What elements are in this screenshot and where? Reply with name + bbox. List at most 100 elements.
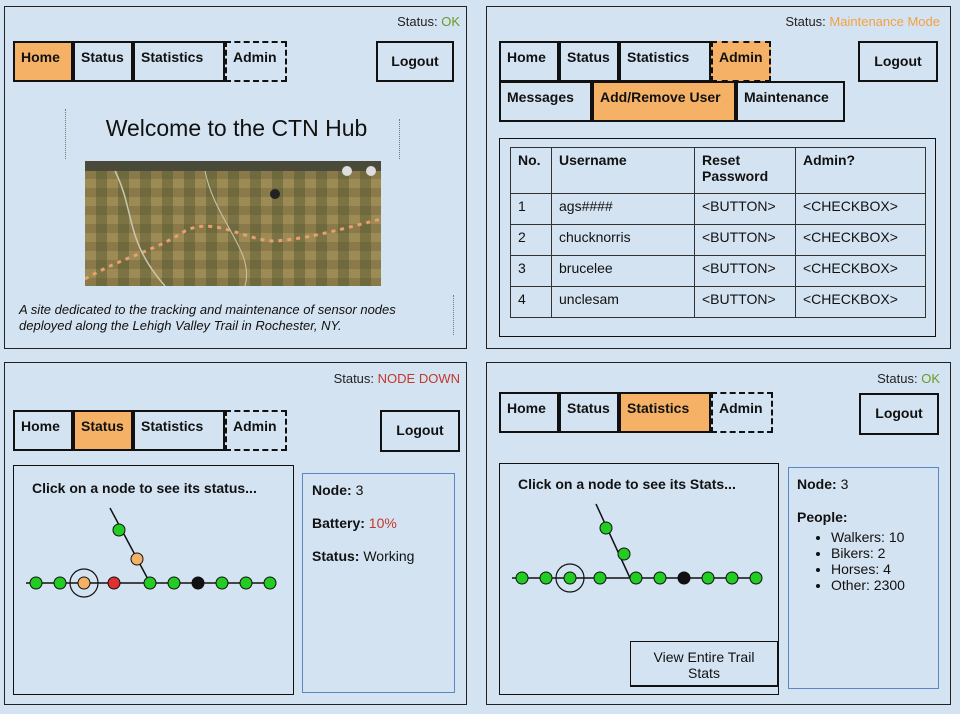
sensor-node[interactable] [29,576,43,590]
reset-password-button[interactable]: <BUTTON> [694,224,796,256]
sensor-node[interactable] [112,523,126,537]
node-map-prompt: Click on a node to see its status... [32,480,257,496]
sensor-node[interactable] [53,576,67,590]
sensor-node[interactable] [167,576,181,590]
sensor-node-selected[interactable] [77,576,91,590]
sensor-node[interactable] [725,571,739,585]
table-cell: chucknorris [551,224,695,256]
table-header-row: No. Username Reset Password Admin? [510,147,926,194]
reset-password-button[interactable]: <BUTTON> [694,255,796,287]
admin-checkbox[interactable]: <CHECKBOX> [795,286,926,318]
state-value: Working [363,548,415,564]
node-map [512,503,763,593]
people-list: Walkers: 10 Bikers: 2 Horses: 4 Other: 2… [797,529,934,593]
tab-home[interactable]: Home [499,41,559,82]
sensor-node[interactable] [130,552,144,566]
sensor-node[interactable] [515,571,529,585]
tab-home[interactable]: Home [499,392,559,433]
table-cell: brucelee [551,255,695,287]
table-cell: 4 [510,286,552,318]
users-table-frame: No. Username Reset Password Admin? 1 ags… [499,138,936,337]
table-cell: 3 [510,255,552,287]
status-label: Status: [333,371,375,386]
tab-statistics[interactable]: Statistics [619,392,711,433]
logout-button[interactable]: Logout [380,410,460,452]
admin-checkbox[interactable]: <CHECKBOX> [795,224,926,256]
tab-home[interactable]: Home [13,410,73,451]
tab-admin[interactable]: Admin [225,41,287,82]
sensor-node[interactable] [629,571,643,585]
table-cell: 1 [510,193,552,225]
table-cell: 2 [510,224,552,256]
node-map-frame: Click on a node to see its Stats... View… [499,463,779,695]
admin-checkbox[interactable]: <CHECKBOX> [795,193,926,225]
sensor-node[interactable] [677,571,691,585]
subtab-messages[interactable]: Messages [499,81,592,122]
logout-button[interactable]: Logout [859,393,939,435]
status-value: Maintenance Mode [829,14,940,29]
state-label: Status: [312,548,360,564]
admin-panel: Status: Maintenance Mode Home Status Sta… [486,6,951,349]
node-info-panel: Node: 3 Battery: 10% Status: Working [302,473,455,693]
sensor-node[interactable] [215,576,229,590]
people-label: People: [797,509,848,525]
tab-statistics[interactable]: Statistics [619,41,711,82]
view-entire-trail-stats-button[interactable]: View Entire Trail Stats [630,641,778,687]
table-row: 2 chucknorris <BUTTON> <CHECKBOX> [510,224,926,256]
trail-map [85,161,381,286]
sensor-node[interactable] [239,576,253,590]
tab-admin[interactable]: Admin [711,392,773,433]
sensor-node[interactable] [593,571,607,585]
sensor-node[interactable] [701,571,715,585]
battery-row: Battery: 10% [312,515,397,531]
tab-admin[interactable]: Admin [711,41,771,82]
admin-checkbox[interactable]: <CHECKBOX> [795,255,926,287]
list-item: Walkers: 10 [831,529,934,545]
table-row: 1 ags#### <BUTTON> <CHECKBOX> [510,193,926,225]
sensor-node[interactable] [143,576,157,590]
tab-statistics[interactable]: Statistics [133,410,225,451]
status-indicator: Status: OK [877,371,940,386]
table-row: 4 unclesam <BUTTON> <CHECKBOX> [510,286,926,318]
status-value: OK [921,371,940,386]
sensor-node-down[interactable] [107,576,121,590]
description-line: A site dedicated to the tracking and mai… [19,302,396,317]
tab-status[interactable]: Status [73,41,133,82]
status-label: Status: [785,14,826,29]
sensor-node-selected[interactable] [563,571,577,585]
list-item: Other: 2300 [831,577,934,593]
table-cell: unclesam [551,286,695,318]
logout-button[interactable]: Logout [858,41,938,82]
divider [65,109,66,159]
sensor-node[interactable] [653,571,667,585]
tab-statistics[interactable]: Statistics [133,41,225,82]
battery-label: Battery: [312,515,365,531]
sensor-node[interactable] [599,521,613,535]
table-cell: ags#### [551,193,695,225]
battery-value: 10% [368,515,397,531]
tab-status[interactable]: Status [559,41,619,82]
subtab-add-remove-user[interactable]: Add/Remove User [592,81,736,122]
reset-password-button[interactable]: <BUTTON> [694,193,796,225]
sensor-node[interactable] [539,571,553,585]
tab-status[interactable]: Status [73,410,133,451]
sensor-node[interactable] [749,571,763,585]
node-row: Node: 3 [312,482,363,498]
status-indicator: Status: NODE DOWN [334,371,460,386]
tab-home[interactable]: Home [13,41,73,82]
description-line: deployed along the Lehigh Valley Trail i… [19,318,342,333]
reset-password-button[interactable]: <BUTTON> [694,286,796,318]
logout-button[interactable]: Logout [376,41,454,82]
node-stats-panel: Node: 3 People: Walkers: 10 Bikers: 2 Ho… [788,467,939,689]
column-header: No. [510,147,552,194]
state-row: Status: Working [312,548,414,564]
sensor-node[interactable] [263,576,277,590]
node-row: Node: 3 [797,476,848,492]
subtab-maintenance[interactable]: Maintenance [736,81,845,122]
sensor-node[interactable] [617,547,631,561]
tab-admin[interactable]: Admin [225,410,287,451]
node-label: Node: [312,482,352,498]
home-panel: Status: OK Home Status Statistics Admin … [4,6,467,349]
sensor-node[interactable] [191,576,205,590]
tab-status[interactable]: Status [559,392,619,433]
